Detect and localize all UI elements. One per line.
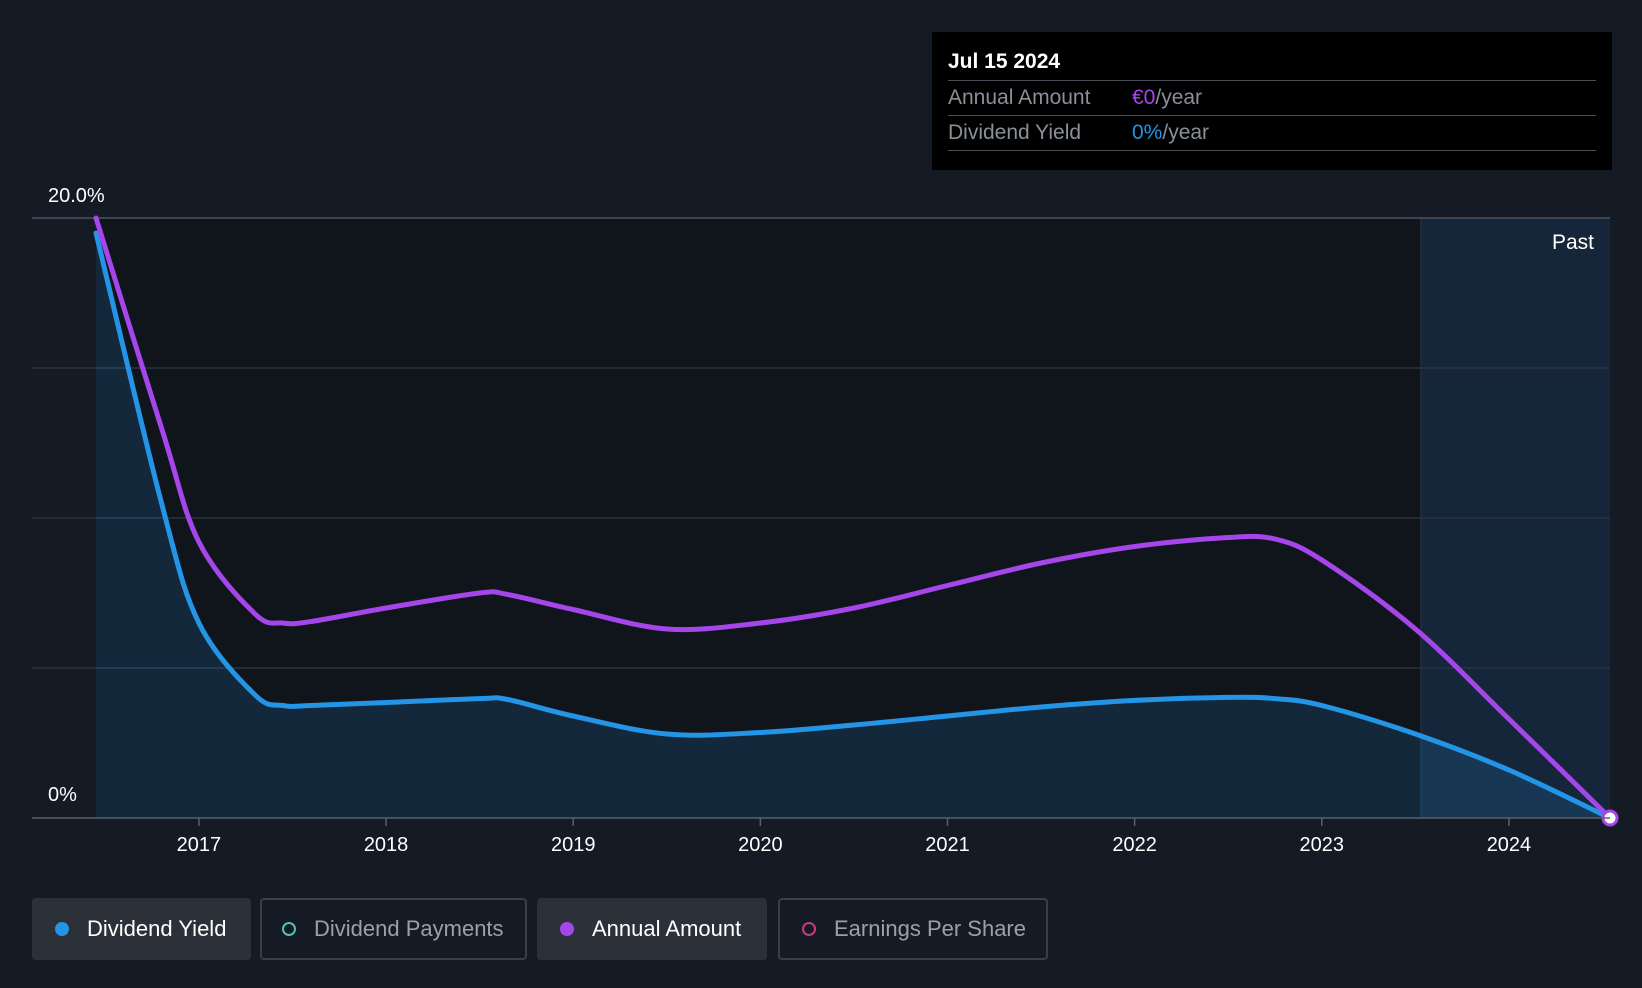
dividend-payments-ring-icon xyxy=(282,922,296,936)
tooltip-annual-amount-value: €0 xyxy=(1132,86,1156,109)
data-tooltip: Jul 15 2024 Annual Amount €0 /year Divid… xyxy=(932,32,1612,170)
annual-amount-dot-icon xyxy=(560,922,574,936)
tooltip-row-annual-amount: Annual Amount €0 /year xyxy=(948,80,1596,115)
x-tick-label-2022: 2022 xyxy=(1112,834,1157,856)
legend-annual-amount-button[interactable]: Annual Amount xyxy=(537,898,767,960)
tooltip-dividend-yield-unit: /year xyxy=(1162,121,1210,144)
dividend-yield-line xyxy=(93,230,1613,821)
x-tick-label-2023: 2023 xyxy=(1300,834,1345,856)
tooltip-row-dividend-yield: Dividend Yield 0% /year xyxy=(948,115,1596,151)
y-tick-label-bottom: 0% xyxy=(48,784,77,806)
tooltip-annual-amount-unit: /year xyxy=(1155,86,1203,109)
x-tick-label-2020: 2020 xyxy=(738,834,783,856)
legend-dividend-payments-button[interactable]: Dividend Payments xyxy=(260,898,527,960)
legend-earnings-per-share-button[interactable]: Earnings Per Share xyxy=(778,898,1048,960)
x-tick-label-2018: 2018 xyxy=(364,834,409,856)
x-tick-label-2021: 2021 xyxy=(925,834,970,856)
x-tick-label-2024: 2024 xyxy=(1487,834,1532,856)
past-label: Past xyxy=(1552,231,1594,254)
legend-earnings-per-share-label: Earnings Per Share xyxy=(834,916,1026,941)
x-tick-label-2019: 2019 xyxy=(551,834,596,856)
x-tick-label-2017: 2017 xyxy=(177,834,222,856)
tooltip-dividend-yield-label: Dividend Yield xyxy=(948,121,1082,144)
legend-annual-amount-label: Annual Amount xyxy=(592,916,742,941)
tooltip-dividend-yield-value: 0% xyxy=(1132,121,1163,144)
legend-dividend-yield-label: Dividend Yield xyxy=(87,916,227,941)
legend-dividend-payments-label: Dividend Payments xyxy=(314,916,504,941)
dividend-yield-area xyxy=(96,233,1610,818)
dividend-yield-dot-icon xyxy=(55,922,69,936)
annual-amount-line xyxy=(93,215,1613,821)
y-tick-label-top: 20.0% xyxy=(48,185,105,207)
tooltip-annual-amount-label: Annual Amount xyxy=(948,86,1091,109)
legend-dividend-yield-button[interactable]: Dividend Yield xyxy=(32,898,251,960)
earnings-per-share-ring-icon xyxy=(802,922,816,936)
tooltip-date: Jul 15 2024 xyxy=(948,50,1061,73)
